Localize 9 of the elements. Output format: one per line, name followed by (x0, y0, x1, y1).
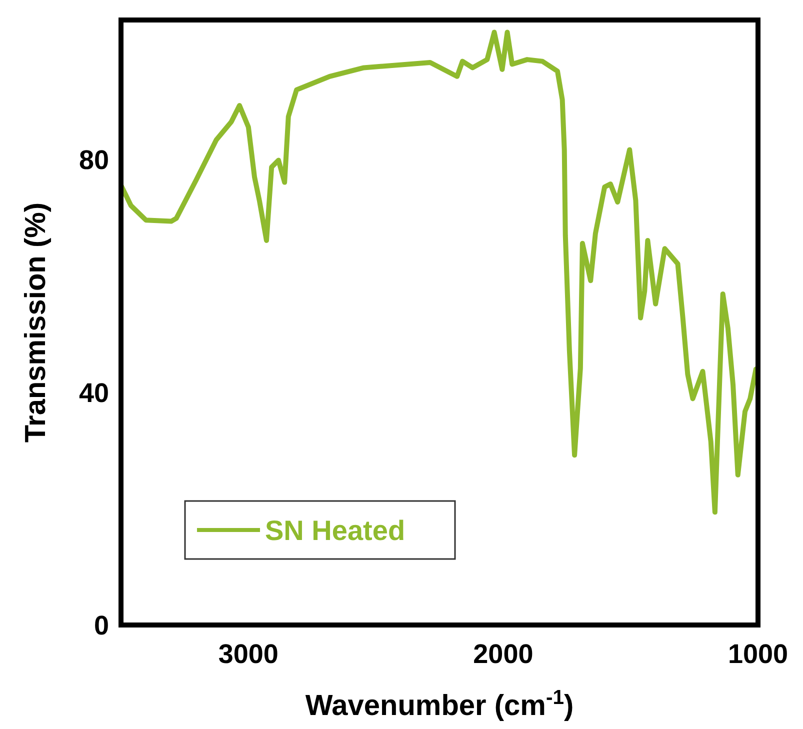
y-tick-label: 80 (78, 145, 109, 176)
x-tick-label: 1000 (728, 639, 788, 669)
legend-label: SN Heated (265, 514, 406, 546)
y-tick-label: 0 (94, 610, 109, 640)
x-tick-label: 3000 (218, 639, 278, 669)
x-tick-label: 2000 (473, 639, 534, 669)
y-tick-label: 40 (78, 378, 109, 408)
x-axis-title: Wavenumber (cm$^{-1}$) (305, 687, 574, 722)
y-axis-title: Transmission (%) (20, 202, 52, 443)
